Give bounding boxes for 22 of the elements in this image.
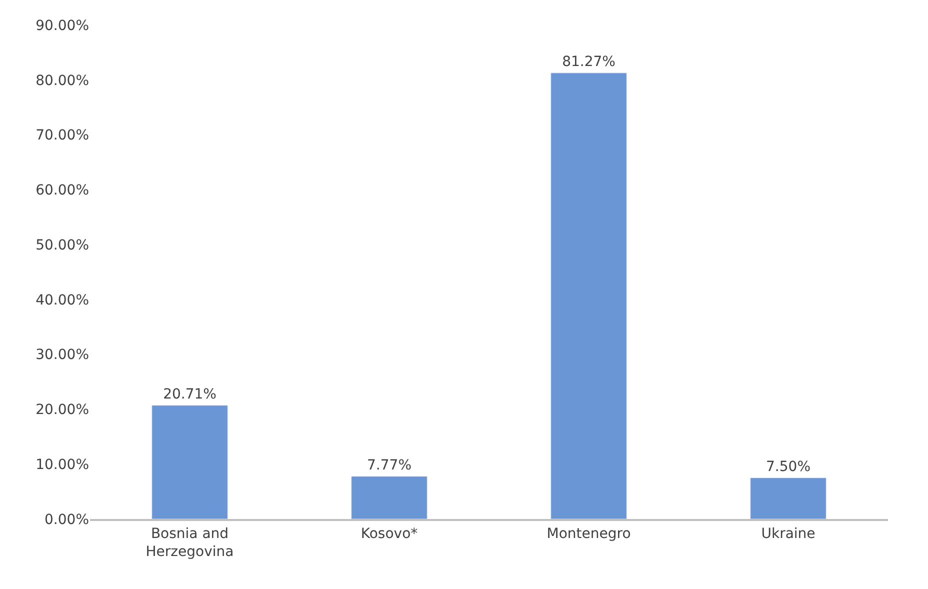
- bar: [750, 478, 826, 519]
- bar: [550, 72, 627, 519]
- x-tick-label: Kosovo*: [360, 526, 418, 542]
- y-tick-label: 50.00%: [36, 237, 89, 254]
- y-tick-label: 90.00%: [36, 18, 89, 34]
- y-tick-label: 10.00%: [36, 457, 89, 474]
- data-label: 81.27%: [562, 54, 616, 70]
- data-label: 20.71%: [163, 386, 216, 402]
- x-tick-label: Ukraine: [761, 526, 816, 542]
- y-tick-label: 60.00%: [36, 182, 89, 199]
- data-label: 7.77%: [367, 457, 412, 474]
- data-label: 7.50%: [766, 458, 810, 475]
- y-tick-label: 0.00%: [44, 512, 89, 528]
- y-tick-label: 20.00%: [36, 402, 89, 418]
- bar: [152, 405, 228, 519]
- y-tick-label: 70.00%: [36, 128, 89, 144]
- y-tick-label: 30.00%: [36, 347, 89, 364]
- bar: [351, 476, 428, 519]
- y-tick-label: 40.00%: [36, 292, 89, 308]
- x-tick-label: Montenegro: [546, 526, 631, 542]
- x-tick-label: Bosnia and Herzegovina: [146, 526, 234, 560]
- y-tick-label: 80.00%: [36, 72, 89, 89]
